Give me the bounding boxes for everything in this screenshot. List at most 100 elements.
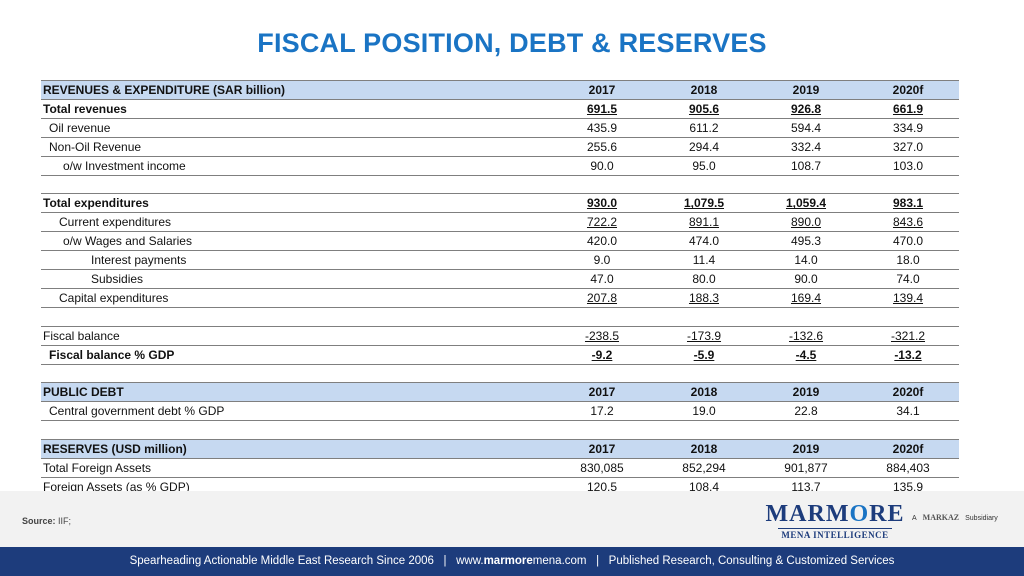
cell-value: -13.2 [894, 347, 922, 362]
cell-value: -173.9 [686, 328, 722, 343]
logo-tagline: MENA INTELLIGENCE [778, 528, 892, 540]
cell-value: 495.3 [755, 231, 857, 252]
spacer-row [41, 307, 959, 327]
row-label: Current expenditures [41, 212, 551, 233]
cell-value: 294.4 [653, 137, 755, 157]
year-header: 2020f [857, 80, 959, 100]
year-header: 2019 [755, 438, 857, 459]
cell-value: 108.7 [755, 156, 857, 176]
cell-value: 474.0 [653, 231, 755, 252]
cell-value: 34.1 [857, 401, 959, 422]
cell-value: 332.4 [755, 137, 857, 157]
table-row-total-revenues: Total revenues 691.5 905.6 926.8 661.9 [41, 99, 959, 119]
row-label: Total Foreign Assets [41, 458, 551, 478]
cell-value: 327.0 [857, 137, 959, 157]
year-header: 2017 [551, 382, 653, 403]
cell-value: -321.2 [890, 328, 926, 343]
cell-value: -132.6 [788, 328, 824, 343]
table-row-current-expenditures: Current expenditures 722.2 891.1 890.0 8… [41, 212, 959, 233]
year-header: 2018 [653, 382, 755, 403]
cell-value: 830,085 [551, 458, 653, 478]
cell-value: 1,059.4 [785, 196, 827, 211]
year-header: 2017 [551, 438, 653, 459]
revenues-header-label: REVENUES & EXPENDITURE (SAR billion) [41, 80, 551, 100]
cell-value: -238.5 [584, 328, 620, 343]
source-text: IIF; [58, 516, 72, 526]
cell-value: 255.6 [551, 137, 653, 157]
table-row-subsidies: Subsidies 47.0 80.0 90.0 74.0 [41, 269, 959, 290]
cell-value: 983.1 [892, 196, 924, 211]
cell-value: 47.0 [551, 269, 653, 290]
table-row-oil-revenue: Oil revenue 435.9 611.2 594.4 334.9 [41, 118, 959, 138]
cell-value: 139.4 [892, 291, 924, 306]
reserves-header-row: RESERVES (USD million) 2017 2018 2019 20… [41, 438, 959, 459]
cell-value: 11.4 [653, 250, 755, 271]
spacer-row [41, 364, 959, 384]
year-header: 2018 [653, 438, 755, 459]
footer-band [0, 491, 1024, 547]
cell-value: 19.0 [653, 401, 755, 422]
row-label: Interest payments [41, 250, 551, 271]
row-label: Total revenues [41, 99, 551, 119]
source-note: Source: IIF; [22, 516, 71, 526]
table-row-fiscal-balance: Fiscal balance -238.5 -173.9 -132.6 -321… [41, 326, 959, 346]
cell-value: 80.0 [653, 269, 755, 290]
bottom-banner: Spearheading Actionable Middle East Rese… [0, 547, 1024, 576]
cell-value: 852,294 [653, 458, 755, 478]
source-label: Source: [22, 516, 56, 526]
cell-value: 884,403 [857, 458, 959, 478]
a-text: A [912, 514, 917, 522]
year-header: 2018 [653, 80, 755, 100]
table-row-investment-income: o/w Investment income 90.0 95.0 108.7 10… [41, 156, 959, 176]
cell-value: 470.0 [857, 231, 959, 252]
year-header: 2019 [755, 80, 857, 100]
banner-left-text: Spearheading Actionable Middle East Rese… [129, 555, 434, 567]
fiscal-table: REVENUES & EXPENDITURE (SAR billion) 201… [41, 80, 959, 497]
cell-value: 169.4 [790, 291, 822, 306]
spacer-row [41, 175, 959, 195]
year-header: 2020f [857, 382, 959, 403]
table-row-fiscal-balance-gdp: Fiscal balance % GDP -9.2 -5.9 -4.5 -13.… [41, 345, 959, 365]
website-link[interactable]: www.marmoremena.com [456, 555, 587, 567]
table-row-wages-salaries: o/w Wages and Salaries 420.0 474.0 495.3… [41, 231, 959, 252]
cell-value: 691.5 [586, 102, 618, 116]
page-title: FISCAL POSITION, DEBT & RESERVES [257, 28, 767, 58]
table-row-total-expenditures: Total expenditures 930.0 1,079.5 1,059.4… [41, 193, 959, 214]
cell-value: 17.2 [551, 401, 653, 422]
markaz-subsidiary: A MARKAZ Subsidiary [912, 514, 998, 522]
cell-value: -4.5 [795, 347, 817, 362]
row-label: o/w Investment income [41, 156, 551, 176]
row-label: Oil revenue [41, 118, 551, 138]
cell-value: 843.6 [892, 215, 924, 230]
subsidiary-text: Subsidiary [965, 514, 998, 522]
cell-value: 420.0 [551, 231, 653, 252]
year-header: 2017 [551, 80, 653, 100]
row-label: Fiscal balance [41, 326, 551, 346]
table-row-total-foreign-assets: Total Foreign Assets 830,085 852,294 901… [41, 458, 959, 478]
cell-value: 207.8 [586, 291, 618, 306]
cell-value: -5.9 [693, 347, 715, 362]
reserves-header-label: RESERVES (USD million) [41, 438, 551, 459]
row-label: Subsidies [41, 269, 551, 290]
year-header: 2019 [755, 382, 857, 403]
public-debt-header-row: PUBLIC DEBT 2017 2018 2019 2020f [41, 382, 959, 403]
banner-right-text: Published Research, Consulting & Customi… [608, 555, 895, 567]
cell-value: 905.6 [688, 102, 720, 116]
marmore-logo: MARMORE MENA INTELLIGENCE [760, 501, 910, 540]
cell-value: 95.0 [653, 156, 755, 176]
table-row-interest-payments: Interest payments 9.0 11.4 14.0 18.0 [41, 250, 959, 271]
row-label: Non-Oil Revenue [41, 137, 551, 157]
row-label: Fiscal balance % GDP [41, 345, 551, 365]
cell-value: 926.8 [790, 102, 822, 116]
logo-wordmark: MARMORE [765, 501, 905, 527]
cell-value: 14.0 [755, 250, 857, 271]
cell-value: 722.2 [586, 215, 618, 230]
cell-value: 103.0 [857, 156, 959, 176]
revenues-header-row: REVENUES & EXPENDITURE (SAR billion) 201… [41, 80, 959, 100]
table-row-non-oil-revenue: Non-Oil Revenue 255.6 294.4 332.4 327.0 [41, 137, 959, 157]
markaz-logo: MARKAZ [922, 513, 960, 522]
cell-value: 90.0 [551, 156, 653, 176]
cell-value: 611.2 [653, 118, 755, 138]
cell-value: 890.0 [790, 215, 822, 230]
cell-value: -9.2 [591, 347, 613, 362]
